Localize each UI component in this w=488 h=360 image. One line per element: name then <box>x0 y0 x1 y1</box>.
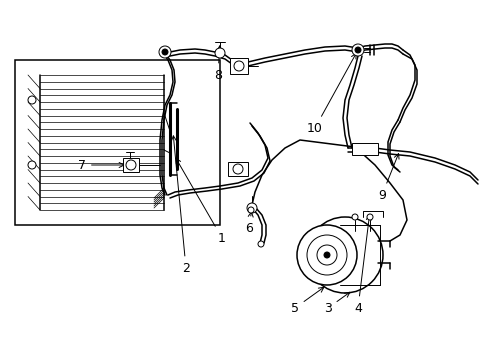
Bar <box>229 58 247 74</box>
Text: 10: 10 <box>306 53 355 135</box>
Circle shape <box>351 44 363 56</box>
Text: 9: 9 <box>377 154 398 202</box>
Circle shape <box>258 241 264 247</box>
Circle shape <box>232 164 243 174</box>
Circle shape <box>159 46 171 58</box>
Circle shape <box>354 47 360 53</box>
Text: 4: 4 <box>353 215 370 315</box>
Circle shape <box>246 203 257 213</box>
Circle shape <box>306 217 382 293</box>
Text: 2: 2 <box>171 136 189 274</box>
Text: 6: 6 <box>244 212 253 234</box>
Circle shape <box>215 48 224 58</box>
Circle shape <box>306 235 346 275</box>
Circle shape <box>126 160 136 170</box>
Text: 8: 8 <box>214 46 222 81</box>
Circle shape <box>162 49 168 55</box>
Circle shape <box>351 214 357 220</box>
Circle shape <box>366 214 372 220</box>
Circle shape <box>234 61 244 71</box>
Bar <box>123 158 139 172</box>
Circle shape <box>296 225 356 285</box>
Circle shape <box>28 161 36 169</box>
Text: 5: 5 <box>290 287 323 315</box>
Text: 1: 1 <box>176 158 225 244</box>
Circle shape <box>324 252 329 258</box>
Circle shape <box>247 207 253 213</box>
Circle shape <box>316 245 336 265</box>
Bar <box>351 143 377 155</box>
Circle shape <box>28 96 36 104</box>
Bar <box>227 162 247 176</box>
Text: 7: 7 <box>78 158 124 171</box>
Text: 3: 3 <box>324 292 349 315</box>
Bar <box>15 60 220 225</box>
